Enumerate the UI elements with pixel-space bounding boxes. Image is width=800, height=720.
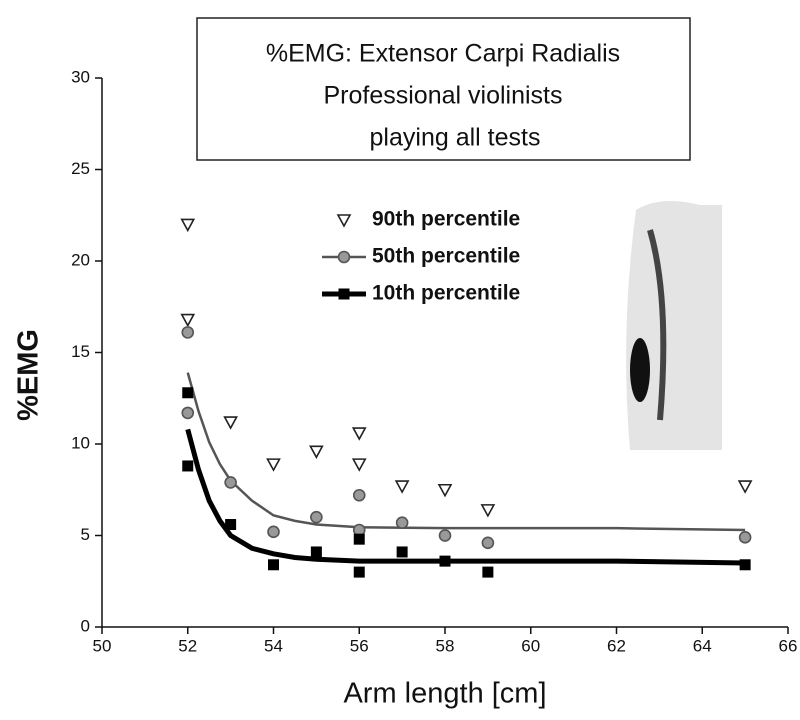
square-marker: [338, 288, 350, 300]
legend-label: 90th percentile: [372, 208, 520, 231]
circle-marker: [310, 510, 323, 524]
legend-label: 10th percentile: [372, 282, 520, 305]
x-tick-label: 56: [350, 636, 369, 655]
circle-marker: [395, 516, 409, 529]
x-tick-label: 64: [693, 636, 712, 655]
square-marker: [268, 559, 279, 571]
y-tick-label: 30: [71, 67, 90, 86]
triangle-marker: [351, 458, 367, 472]
y-tick-label: 10: [71, 433, 90, 452]
title-box: [196, 17, 691, 161]
x-tick-label: 60: [521, 636, 540, 655]
y-tick-label: 5: [81, 525, 90, 544]
triangle-marker: [394, 480, 410, 494]
triangle-marker: [351, 427, 367, 441]
x-tick-label: 50: [93, 636, 112, 655]
triangle-marker: [480, 504, 496, 518]
triangle-marker: [180, 218, 196, 233]
circle-marker: [224, 476, 237, 489]
x-tick-label: 54: [264, 636, 283, 655]
square-marker: [182, 387, 194, 399]
y-tick-label: 0: [81, 616, 90, 635]
triangle-marker: [437, 483, 453, 498]
triangle-marker: [180, 313, 196, 328]
square-marker: [353, 566, 365, 578]
x-tick-label: 62: [607, 636, 626, 655]
square-marker: [482, 566, 494, 578]
y-tick-label: 25: [71, 159, 90, 178]
fit-line: [186, 372, 746, 532]
triangle-marker: [336, 214, 352, 228]
square-marker: [439, 555, 451, 567]
square-marker: [739, 559, 751, 571]
square-marker: [310, 546, 322, 558]
title-line: %EMG: Extensor Carpi Radialis: [266, 40, 620, 68]
square-marker: [225, 519, 237, 531]
circle-marker: [438, 529, 452, 542]
title-line: playing all tests: [370, 124, 541, 152]
x-axis-label: Arm length [cm]: [343, 678, 546, 710]
circle-marker: [352, 488, 366, 502]
triangle-marker: [737, 480, 753, 494]
y-tick-label: 20: [71, 250, 90, 269]
fit-line: [185, 428, 746, 566]
square-marker: [353, 533, 365, 545]
y-tick-label: 15: [71, 342, 90, 361]
y-axis-label: %EMG: [13, 329, 45, 421]
circle-marker: [181, 406, 195, 420]
square-marker: [396, 546, 408, 558]
triangle-marker: [223, 416, 238, 430]
circle-marker: [267, 525, 280, 539]
x-tick-label: 66: [779, 636, 798, 655]
inset-image: [626, 201, 722, 450]
circle-marker: [337, 250, 351, 264]
circle-marker: [738, 531, 752, 544]
circle-marker: [481, 536, 495, 550]
title-line: Professional violinists: [324, 82, 563, 110]
x-tick-label: 52: [178, 636, 197, 655]
triangle-marker: [266, 458, 281, 472]
x-tick-label: 58: [436, 636, 455, 655]
square-marker: [182, 460, 194, 472]
legend-label: 50th percentile: [372, 245, 520, 268]
circle-marker: [181, 326, 195, 339]
triangle-marker: [309, 445, 324, 459]
